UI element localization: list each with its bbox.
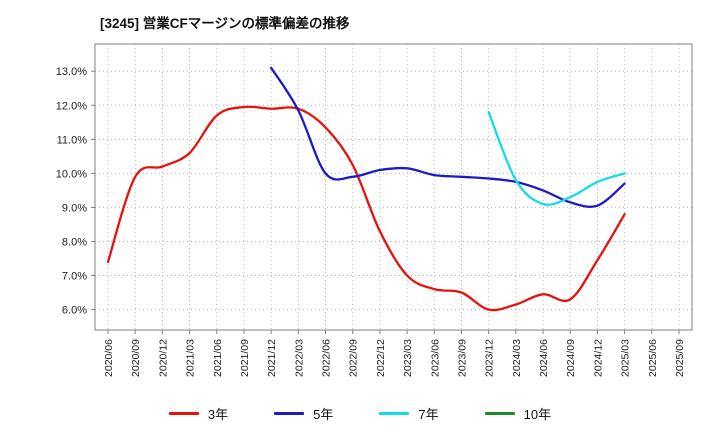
y-tick-label: 9.0%: [62, 202, 87, 214]
x-tick-label: 2025/09: [674, 339, 686, 377]
y-tick-label: 10.0%: [56, 168, 87, 180]
series-line-7年: [487, 110, 626, 206]
x-tick-label: 2022/06: [321, 339, 333, 377]
x-tick-label: 2020/09: [130, 339, 142, 377]
x-tick-label: 2024/03: [511, 339, 523, 377]
x-tick-label: 2022/03: [293, 339, 305, 377]
x-tick-label: 2020/12: [157, 339, 169, 377]
x-tick-label: 2023/06: [429, 339, 441, 377]
x-tick-label: 2021/09: [239, 339, 251, 377]
legend-swatch: [168, 412, 199, 415]
legend-label: 5年: [313, 407, 334, 422]
legend-label: 10年: [523, 407, 552, 422]
legend-swatch: [274, 412, 305, 415]
legend-label: 3年: [207, 407, 229, 422]
x-tick-label: 2023/09: [456, 339, 468, 377]
plot-border: [94, 43, 693, 331]
x-tick-label: 2021/06: [212, 339, 224, 377]
x-tick-label: 2022/12: [375, 339, 387, 377]
chart-legend: 3年 5年 7年 10年: [0, 404, 720, 423]
x-tick-label: 2021/12: [266, 339, 278, 377]
y-tick-label: 12.0%: [56, 100, 87, 112]
legend-swatch: [484, 412, 515, 415]
legend-item-7年: 7年: [379, 404, 439, 423]
y-tick-label: 6.0%: [62, 305, 87, 317]
line-chart: 6.0% 7.0% 8.0% 9.0% 10.0% 11.0% 12.0% 13.0% 2020…: [56, 43, 693, 377]
x-tick-label: 2022/09: [348, 339, 360, 377]
x-tick-label: 2023/12: [484, 339, 496, 377]
series-line-5年: [269, 66, 626, 208]
x-tick-label: 2025/03: [620, 339, 632, 377]
legend-item-3年: 3年: [168, 404, 229, 423]
legend-item-5年: 5年: [274, 404, 333, 423]
y-tick-label: 11.0%: [57, 134, 88, 146]
y-tick-label: 8.0%: [62, 236, 87, 248]
y-tick-label: 13.0%: [56, 66, 87, 78]
x-tick-label: 2020/06: [103, 339, 115, 377]
x-tick-label: 2024/09: [565, 339, 577, 377]
legend-item-10年: 10年: [484, 404, 552, 423]
x-tick-label: 2025/06: [647, 339, 659, 377]
x-tick-label: 2023/03: [402, 339, 414, 377]
x-tick-label: 2024/12: [592, 339, 604, 377]
x-tick-label: 2024/06: [538, 339, 550, 377]
legend-swatch: [379, 412, 410, 415]
legend-label: 7年: [418, 407, 439, 422]
y-tick-label: 7.0%: [62, 271, 87, 283]
series-line-3年: [106, 105, 626, 312]
x-tick-label: 2021/03: [185, 339, 197, 377]
chart-title: [3245] 営業CFマージンの標準偏差の推移: [100, 16, 350, 31]
